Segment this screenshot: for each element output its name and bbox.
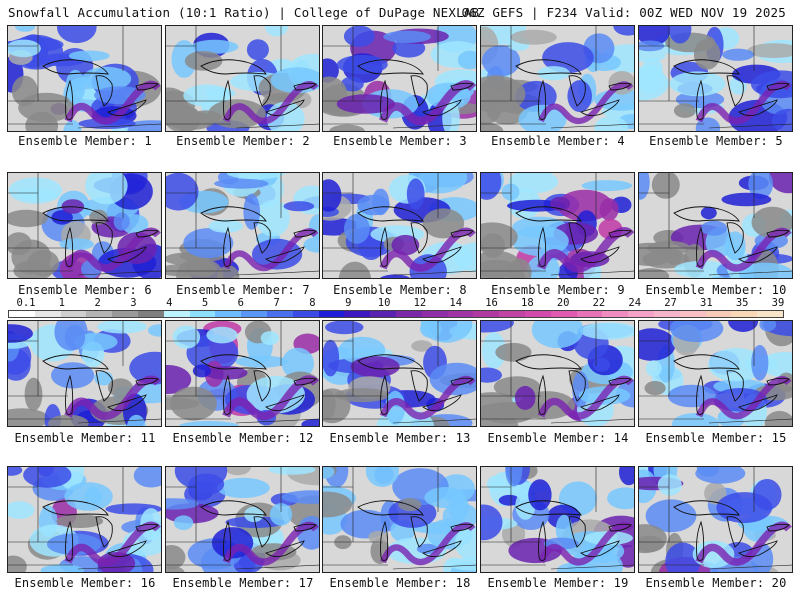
- colorbar-tick-label: 39: [771, 297, 785, 309]
- colorbar-tick-label: 12: [413, 297, 427, 309]
- ensemble-member-map: [480, 25, 635, 132]
- ensemble-member-label: Ensemble Member: 10: [645, 283, 787, 297]
- colorbar-swatch: [576, 311, 603, 317]
- product-title: Snowfall Accumulation (10:1 Ratio) | Col…: [8, 5, 480, 20]
- ensemble-member-label: Ensemble Member: 3: [333, 134, 467, 148]
- ensemble-member-map: [165, 320, 320, 427]
- colorbar-tick-label: 2: [94, 297, 101, 309]
- ensemble-member-label: Ensemble Member: 1: [18, 134, 152, 148]
- ensemble-member-map: [165, 466, 320, 573]
- colorbar-swatch: [86, 311, 113, 317]
- ensemble-member-label: Ensemble Member: 14: [487, 431, 629, 445]
- colorbar-tick-label: 16: [485, 297, 498, 309]
- ensemble-member-map: [638, 172, 793, 279]
- ensemble-member-label: Ensemble Member: 4: [491, 134, 625, 148]
- ensemble-member-map: [480, 466, 635, 573]
- colorbar-labels: 0.1 1 2 3 4 5 6 7 8 9 10 12 14 16 18 20 22 24 27 31 35 39: [8, 297, 785, 309]
- ensemble-member-label: Ensemble Member: 13: [329, 431, 471, 445]
- colorbar-swatch: [628, 311, 654, 317]
- colorbar-swatch: [189, 311, 216, 317]
- ensemble-member-label: Ensemble Member: 12: [172, 431, 314, 445]
- model-run-info: 06Z GEFS | F234 Valid: 00Z WED NOV 19 20…: [461, 5, 786, 20]
- colorbar-swatch: [344, 311, 371, 317]
- colorbar-tick-label: 10: [377, 297, 391, 309]
- colorbar-swatch: [550, 311, 577, 317]
- colorbar-tick-label: 27: [664, 297, 677, 309]
- ensemble-member-map: [480, 172, 635, 279]
- ensemble-member-map: [7, 25, 162, 132]
- ensemble-member-label: Ensemble Member: 6: [18, 283, 152, 297]
- colorbar-swatch: [447, 311, 474, 317]
- colorbar-tick-label: 22: [592, 297, 606, 309]
- ensemble-member-label: Ensemble Member: 15: [645, 431, 787, 445]
- ensemble-member-map: [322, 320, 477, 427]
- ensemble-member-map: [7, 172, 162, 279]
- ensemble-member-map: [165, 172, 320, 279]
- colorbar-swatch: [370, 311, 396, 317]
- colorbar-tick-label: 18: [521, 297, 534, 309]
- ensemble-member-label: Ensemble Member: 8: [333, 283, 467, 297]
- ensemble-member-label: Ensemble Member: 16: [14, 576, 156, 590]
- ensemble-member-label: Ensemble Member: 7: [176, 283, 310, 297]
- colorbar-swatch: [163, 311, 190, 317]
- ensemble-member-map: [322, 25, 477, 132]
- colorbar-tick-label: 35: [735, 297, 749, 309]
- colorbar-swatch: [34, 311, 61, 317]
- colorbar-swatch: [137, 311, 164, 317]
- colorbar-tick-label: 1: [58, 297, 65, 309]
- colorbar-swatch: [421, 311, 448, 317]
- snowfall-colorbar: [8, 310, 784, 318]
- colorbar-swatch: [705, 311, 732, 317]
- ensemble-member-label: Ensemble Member: 19: [487, 576, 629, 590]
- colorbar-swatch: [9, 311, 35, 317]
- colorbar-tick-label: 24: [628, 297, 642, 309]
- colorbar-tick-label: 5: [201, 297, 209, 309]
- ensemble-member-map: [638, 25, 793, 132]
- ensemble-member-label: Ensemble Member: 18: [329, 576, 471, 590]
- colorbar-swatch: [731, 311, 758, 317]
- colorbar-swatch: [318, 311, 345, 317]
- colorbar-swatch: [499, 311, 525, 317]
- colorbar-swatch: [653, 311, 680, 317]
- colorbar-swatch: [473, 311, 500, 317]
- ensemble-member-label: Ensemble Member: 5: [649, 134, 783, 148]
- colorbar-swatch: [215, 311, 242, 317]
- ensemble-member-label: Ensemble Member: 9: [491, 283, 625, 297]
- colorbar-swatch: [524, 311, 551, 317]
- colorbar-tick-label: 9: [345, 297, 352, 309]
- ensemble-member-label: Ensemble Member: 17: [172, 576, 314, 590]
- colorbar-tick-label: 8: [309, 297, 316, 309]
- colorbar-tick-label: 20: [556, 297, 570, 309]
- ensemble-member-map: [7, 466, 162, 573]
- colorbar-swatch: [292, 311, 319, 317]
- colorbar-swatch: [112, 311, 138, 317]
- map-header: Snowfall Accumulation (10:1 Ratio) | Col…: [0, 0, 800, 22]
- colorbar-swatch: [241, 311, 267, 317]
- colorbar-swatch: [602, 311, 629, 317]
- colorbar-tick-label: 4: [166, 297, 173, 309]
- ensemble-member-label: Ensemble Member: 11: [14, 431, 156, 445]
- ensemble-member-map: [165, 25, 320, 132]
- colorbar-swatch: [266, 311, 293, 317]
- colorbar-tick-label: 0.1: [16, 297, 36, 309]
- colorbar-swatch: [757, 311, 783, 317]
- colorbar-tick-label: 3: [130, 297, 137, 309]
- ensemble-member-map: [480, 320, 635, 427]
- colorbar-swatch: [60, 311, 87, 317]
- ensemble-member-map: [638, 466, 793, 573]
- ensemble-member-map: [7, 320, 162, 427]
- ensemble-member-label: Ensemble Member: 20: [645, 576, 787, 590]
- colorbar-tick-label: 31: [700, 297, 713, 309]
- ensemble-member-map: [638, 320, 793, 427]
- colorbar-swatch: [679, 311, 706, 317]
- ensemble-member-map: [322, 466, 477, 573]
- colorbar-tick-label: 14: [449, 297, 463, 309]
- ensemble-member-label: Ensemble Member: 2: [176, 134, 310, 148]
- colorbar-swatch: [395, 311, 422, 317]
- colorbar-tick-label: 6: [237, 297, 245, 309]
- ensemble-member-map: [322, 172, 477, 279]
- colorbar-tick-label: 7: [273, 297, 280, 309]
